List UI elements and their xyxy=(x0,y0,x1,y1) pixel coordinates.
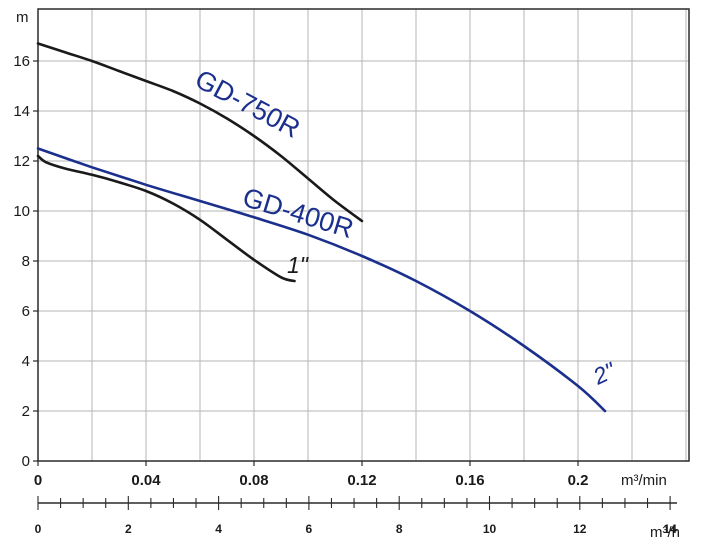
x2-tick-label: 2 xyxy=(125,522,132,536)
x-tick-label: 0.08 xyxy=(239,472,268,489)
y-axis-unit-label: m xyxy=(16,9,29,26)
y-tick-label: 2 xyxy=(22,403,30,420)
x-tick-label: 0.16 xyxy=(455,472,484,489)
x-tick-label: 0.2 xyxy=(568,472,589,489)
y-tick-label: 12 xyxy=(13,153,30,170)
x-axis-ticks: 0 0.04 0.08 0.12 0.16 0.2 xyxy=(34,461,589,489)
x-tick-label: 0.04 xyxy=(131,472,161,489)
series-gd-750r-line xyxy=(36,42,364,223)
x2-tick-label: 14 xyxy=(663,522,677,536)
x2-tick-label: 0 xyxy=(35,522,42,536)
y-tick-label: 4 xyxy=(22,353,30,370)
x2-tick-label: 10 xyxy=(483,522,497,536)
grid xyxy=(38,9,689,461)
y-tick-label: 14 xyxy=(13,103,30,120)
series-pipe-1in-line xyxy=(36,154,296,283)
x2-tick-label: 4 xyxy=(215,522,222,536)
x2-tick-label: 6 xyxy=(306,522,313,536)
plot-frame xyxy=(37,8,690,462)
annotation-gd-400r: GD-400R xyxy=(239,182,357,244)
curves xyxy=(36,42,607,413)
x2-tick-label: 8 xyxy=(396,522,403,536)
x2-tick-label: 12 xyxy=(573,522,587,536)
x-tick-label: 0 xyxy=(34,472,42,489)
y-tick-label: 10 xyxy=(13,203,30,220)
x2-axis-unit-label: m³/h xyxy=(650,524,680,541)
x-axis-unit-label: m³/min xyxy=(621,472,667,489)
y-tick-label: 16 xyxy=(13,53,30,70)
y-tick-label: 6 xyxy=(22,303,30,320)
y-tick-label: 8 xyxy=(22,253,30,270)
y-tick-label: 0 xyxy=(22,453,30,470)
x-tick-label: 0.12 xyxy=(347,472,376,489)
secondary-x-axis: 0 2 4 6 8 10 12 14 xyxy=(35,496,677,536)
annotation-pipe-1in: 1" xyxy=(287,252,310,278)
y-axis-ticks: 0 2 4 6 8 10 12 14 16 xyxy=(13,53,38,470)
series-gd-400r-line xyxy=(36,147,607,413)
